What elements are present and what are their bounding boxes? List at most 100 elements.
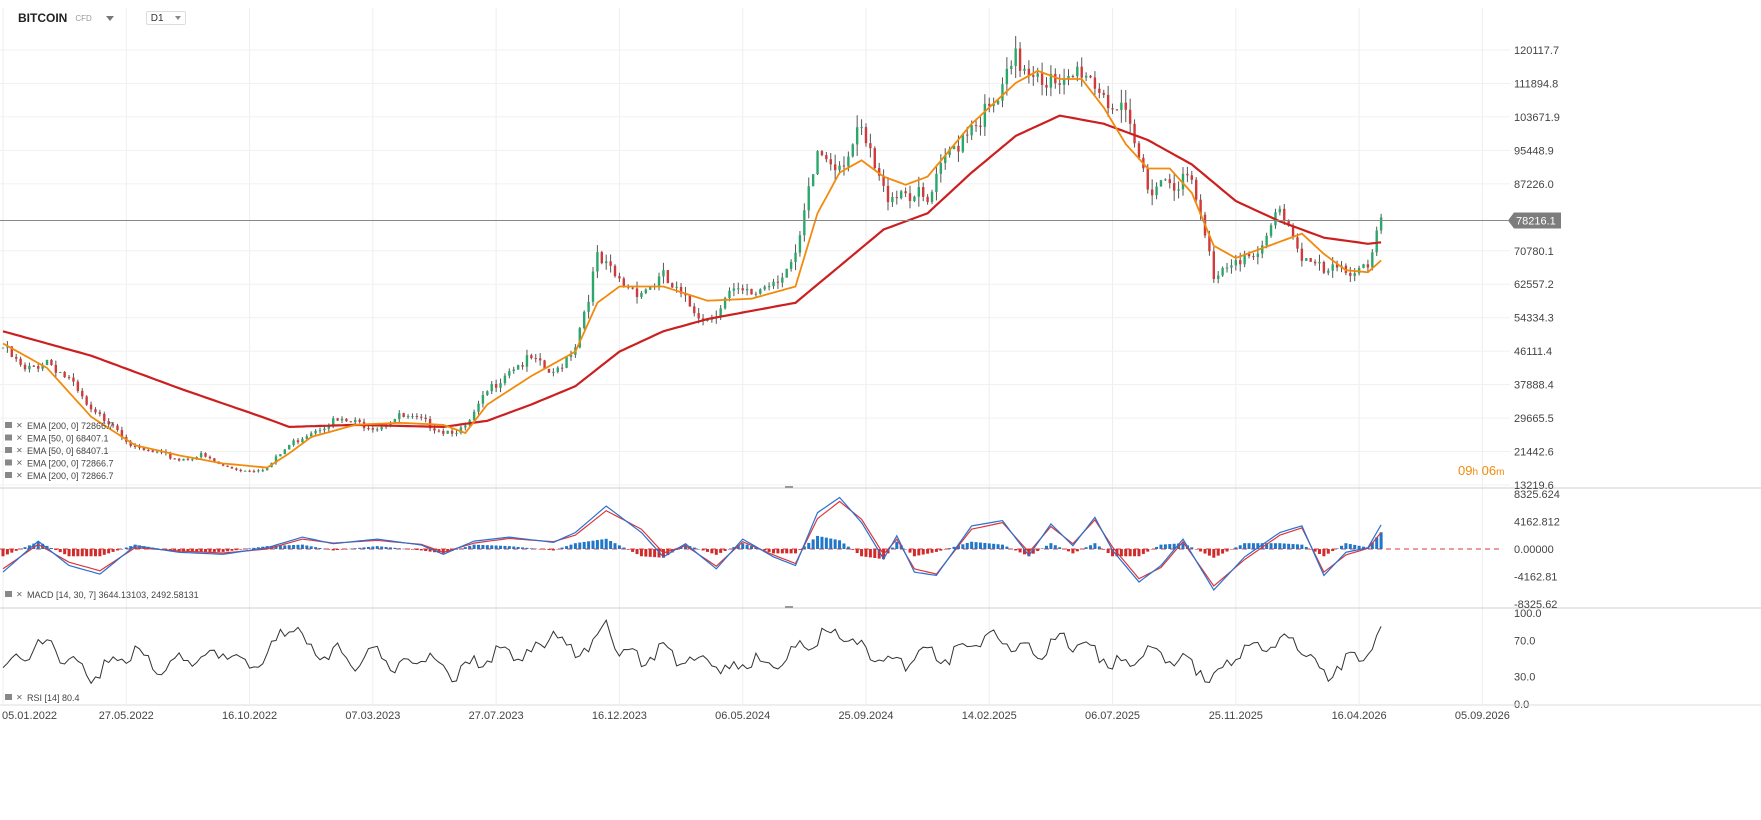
menu-icon[interactable] <box>5 459 12 466</box>
timeframe-select[interactable]: D1 <box>145 11 186 25</box>
macd-histogram-bar <box>36 541 40 549</box>
macd-histogram-bar <box>569 544 573 549</box>
macd-histogram-bar <box>428 549 432 552</box>
macd-histogram-bar <box>529 548 533 549</box>
candle-body <box>406 416 410 418</box>
symbol-dropdown-chevron-icon[interactable] <box>105 15 114 21</box>
pane-resize-handle[interactable] <box>785 606 793 608</box>
candle-body <box>424 417 427 420</box>
macd-histogram-bar <box>32 543 36 550</box>
candle-body <box>666 270 670 284</box>
candle-body <box>437 430 441 432</box>
macd-histogram-bar <box>67 549 71 557</box>
macd-histogram-bar <box>1093 543 1097 549</box>
candle-body <box>538 358 542 361</box>
close-icon: ✕ <box>16 590 23 599</box>
date-axis-label: 25.11.2025 <box>1209 710 1263 722</box>
macd-histogram-bar <box>129 546 133 549</box>
symbol-name[interactable]: BITCOIN <box>18 11 68 25</box>
candle-body <box>1230 265 1233 268</box>
menu-icon[interactable] <box>5 434 12 441</box>
candle-body <box>1001 84 1004 101</box>
macd-histogram-bar <box>521 547 525 549</box>
macd-histogram-bar <box>560 547 564 550</box>
pane-resize-handle[interactable] <box>785 486 793 488</box>
candle-body <box>622 278 626 287</box>
candle-body <box>32 365 36 367</box>
symbol-toolbar: BITCOIN CFD D1 <box>18 8 186 28</box>
menu-icon[interactable] <box>5 422 12 428</box>
macd-histogram-bar <box>798 549 802 550</box>
macd-histogram-bar <box>137 545 141 549</box>
macd-histogram-bar <box>1313 549 1317 552</box>
candle-body <box>191 459 194 461</box>
legend-label: EMA [200, 0] 72866.7 <box>27 471 114 481</box>
candle-body <box>89 404 93 410</box>
candle-body <box>512 369 515 372</box>
candle-body <box>1049 73 1053 88</box>
macd-histogram-bar <box>873 549 877 559</box>
macd-histogram-bar <box>648 549 652 557</box>
candle-body <box>1005 68 1009 85</box>
macd-histogram-bar <box>1040 548 1044 550</box>
macd-histogram-bar <box>1071 549 1075 554</box>
candle-body <box>1040 73 1044 85</box>
macd-histogram-bar <box>305 545 309 549</box>
macd-histogram-bar <box>683 544 687 549</box>
macd-histogram-bar <box>93 549 97 557</box>
macd-histogram-bar <box>80 549 84 557</box>
candle-body <box>596 252 599 272</box>
macd-histogram-bar <box>1102 549 1106 550</box>
candle-body <box>318 430 322 432</box>
candle-body <box>900 191 903 199</box>
menu-icon[interactable] <box>5 447 12 453</box>
candle-body <box>679 286 683 294</box>
candle-body <box>177 458 181 461</box>
candle-body <box>1379 217 1383 231</box>
candle-body <box>737 288 740 290</box>
macd-histogram-bar <box>1379 532 1383 549</box>
price-axis-label: 111894.8 <box>1514 78 1558 90</box>
macd-histogram-bar <box>63 549 67 555</box>
macd-histogram-bar <box>617 545 621 549</box>
macd-histogram-bar <box>776 549 780 554</box>
macd-histogram-bar <box>1260 543 1264 549</box>
candle-body <box>939 163 943 174</box>
macd-histogram-bar <box>455 549 459 550</box>
candle-body <box>98 412 102 414</box>
macd-histogram-bar <box>820 536 824 549</box>
macd-histogram-bar <box>98 549 102 557</box>
candle-body <box>486 391 489 396</box>
macd-histogram-bar <box>1067 549 1071 552</box>
candle-body <box>618 276 621 279</box>
candle-body <box>613 265 617 277</box>
candle-body <box>94 409 97 413</box>
candle-body <box>833 164 837 171</box>
candle-body <box>882 175 885 186</box>
macd-histogram-bar <box>283 545 287 549</box>
menu-icon[interactable] <box>5 472 12 478</box>
macd-histogram-bar <box>393 547 397 549</box>
candle-body <box>1014 48 1017 66</box>
macd-histogram-bar <box>538 549 542 550</box>
macd-histogram-bar <box>1265 543 1269 549</box>
candle-body <box>1071 76 1075 78</box>
macd-histogram-bar <box>838 540 842 550</box>
candle-body <box>15 356 18 359</box>
menu-icon[interactable] <box>5 694 12 700</box>
candle-body <box>37 366 40 369</box>
macd-histogram-bar <box>1225 549 1229 552</box>
macd-histogram-bar <box>190 549 194 552</box>
candle-body <box>72 377 75 382</box>
macd-histogram-bar <box>736 545 740 550</box>
candle-body <box>811 174 815 187</box>
candle-body <box>657 276 661 287</box>
macd-histogram-bar <box>604 538 608 549</box>
macd-axis-label: -8325.62 <box>1514 599 1557 611</box>
menu-icon[interactable] <box>5 591 12 597</box>
candles <box>1 36 1383 473</box>
macd-histogram-bar <box>507 546 511 549</box>
macd-histogram-bar <box>23 547 27 550</box>
ema-50-line <box>2 69 1382 469</box>
